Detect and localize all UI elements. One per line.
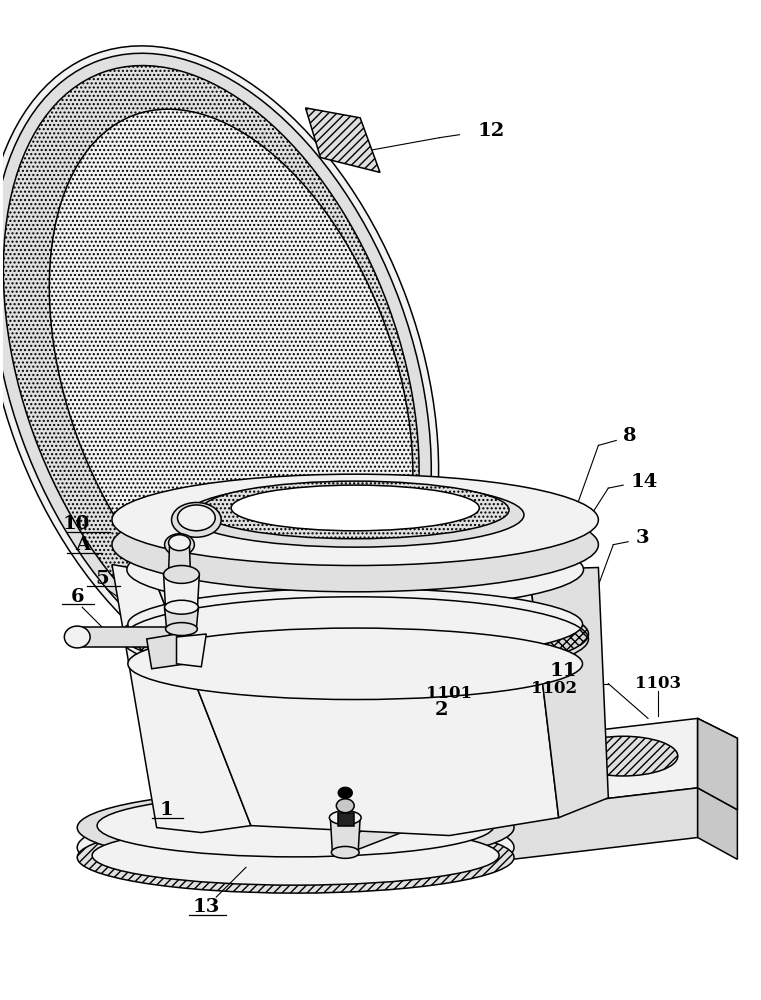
Polygon shape [177, 634, 206, 667]
Ellipse shape [336, 799, 354, 813]
Text: 3: 3 [636, 529, 650, 547]
Polygon shape [147, 634, 186, 669]
Polygon shape [164, 607, 199, 629]
Ellipse shape [122, 592, 588, 676]
Text: 1101: 1101 [426, 685, 473, 702]
Ellipse shape [0, 53, 431, 689]
Text: 1: 1 [160, 801, 174, 819]
Text: 13: 13 [193, 898, 220, 916]
Text: 8: 8 [623, 427, 637, 445]
Ellipse shape [77, 822, 514, 893]
Ellipse shape [3, 66, 419, 676]
Text: 14: 14 [630, 473, 658, 491]
Ellipse shape [127, 530, 584, 609]
Text: 1102: 1102 [530, 680, 577, 697]
Text: 6: 6 [71, 588, 84, 606]
Text: 5: 5 [95, 570, 109, 588]
Ellipse shape [330, 811, 361, 825]
Ellipse shape [128, 628, 582, 700]
Polygon shape [360, 788, 698, 877]
Polygon shape [499, 773, 544, 793]
Polygon shape [698, 718, 737, 810]
Polygon shape [306, 108, 380, 172]
Ellipse shape [568, 736, 678, 776]
Ellipse shape [0, 46, 438, 696]
Ellipse shape [168, 535, 190, 551]
Ellipse shape [128, 588, 582, 660]
Ellipse shape [164, 534, 194, 556]
Text: 10: 10 [63, 515, 90, 533]
Ellipse shape [202, 481, 509, 539]
Ellipse shape [425, 749, 554, 793]
Ellipse shape [92, 826, 499, 885]
Ellipse shape [112, 474, 598, 566]
Ellipse shape [49, 109, 413, 653]
Text: 12: 12 [477, 122, 505, 140]
Polygon shape [529, 568, 608, 818]
Ellipse shape [339, 787, 352, 798]
Polygon shape [698, 718, 737, 810]
Ellipse shape [166, 623, 197, 636]
Ellipse shape [65, 626, 90, 648]
Polygon shape [151, 569, 559, 836]
Ellipse shape [177, 505, 215, 531]
Polygon shape [339, 813, 354, 826]
Ellipse shape [112, 498, 598, 592]
Ellipse shape [186, 483, 524, 547]
Polygon shape [698, 788, 737, 859]
Polygon shape [330, 818, 360, 852]
Ellipse shape [170, 625, 189, 643]
Polygon shape [164, 574, 199, 609]
Polygon shape [360, 718, 698, 828]
Ellipse shape [164, 601, 199, 617]
Ellipse shape [77, 808, 514, 887]
Text: 1103: 1103 [635, 675, 681, 692]
Ellipse shape [164, 600, 199, 614]
Text: A: A [75, 536, 90, 554]
Ellipse shape [77, 790, 514, 865]
Ellipse shape [231, 485, 479, 531]
Polygon shape [112, 565, 251, 833]
Polygon shape [77, 627, 180, 647]
Ellipse shape [164, 566, 199, 583]
Ellipse shape [97, 794, 494, 857]
Text: 11: 11 [550, 662, 578, 680]
Polygon shape [345, 778, 504, 852]
Polygon shape [167, 545, 191, 599]
Ellipse shape [331, 846, 359, 858]
Ellipse shape [171, 502, 221, 537]
Text: 2: 2 [435, 701, 448, 719]
